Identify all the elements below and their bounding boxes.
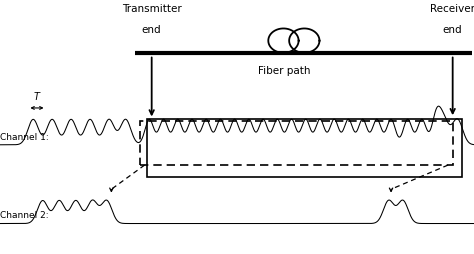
Text: end: end (142, 25, 162, 35)
Text: Receiver: Receiver (430, 4, 474, 14)
Text: T: T (34, 92, 40, 102)
Text: Channel 2:: Channel 2: (0, 211, 49, 220)
Text: end: end (443, 25, 463, 35)
Bar (140, 121, 453, 165)
Text: Transmitter: Transmitter (122, 4, 182, 14)
Bar (147, 119, 462, 177)
Text: Channel 1:: Channel 1: (0, 133, 49, 142)
Text: Fiber path: Fiber path (258, 66, 310, 76)
